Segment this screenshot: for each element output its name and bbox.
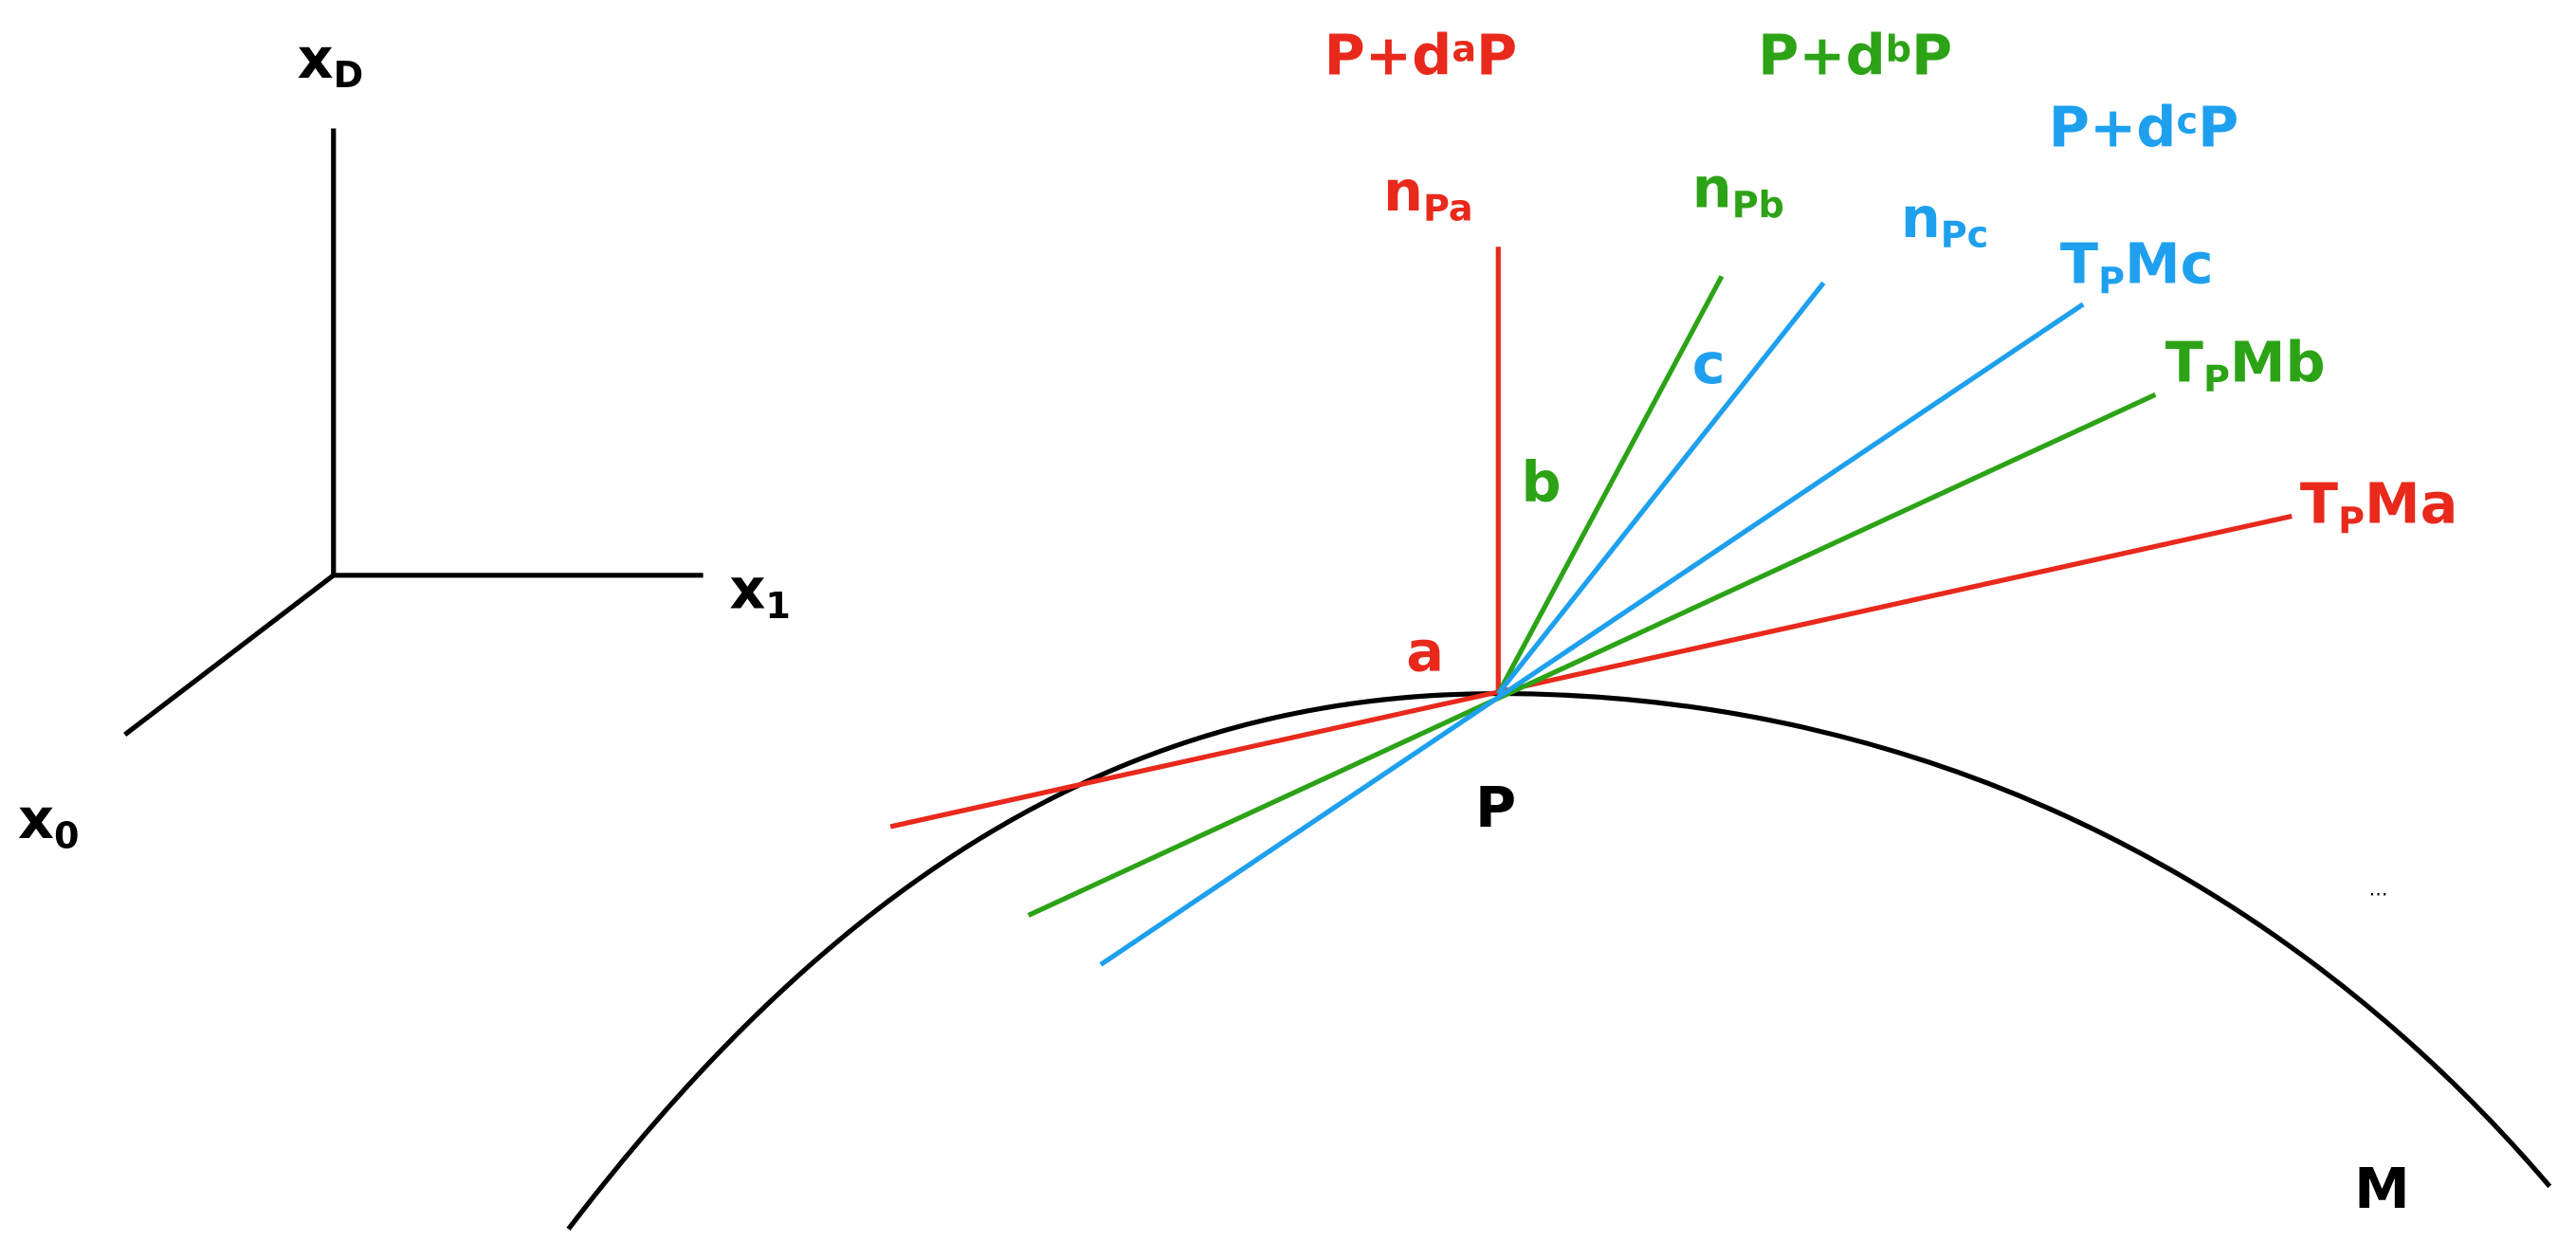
axis-diagonal bbox=[123, 573, 336, 737]
label-sub: D bbox=[334, 54, 364, 96]
angle-label: a bbox=[1406, 618, 1444, 684]
label-base: P+d bbox=[2049, 95, 2177, 160]
label-sub: P bbox=[2098, 260, 2125, 301]
label-sup: a bbox=[1452, 27, 1476, 69]
neighbor-label: P+daP bbox=[1325, 22, 1518, 87]
label-base: x bbox=[298, 26, 334, 91]
ellipsis: ... bbox=[2369, 878, 2388, 901]
normal-arrow bbox=[1496, 281, 1826, 696]
point-label: P bbox=[1475, 775, 1516, 840]
label-base: T bbox=[2165, 329, 2203, 394]
label-sub: 1 bbox=[765, 585, 791, 627]
normal-label: nPb bbox=[1692, 155, 1784, 226]
axis-label: xD bbox=[298, 26, 364, 96]
tangent-line bbox=[889, 513, 2293, 830]
label-base: P+d bbox=[1325, 22, 1452, 87]
label-base: n bbox=[1692, 155, 1732, 221]
tangent-line bbox=[1027, 392, 2157, 918]
label-base: T bbox=[2060, 230, 2098, 296]
label-sub: Pa bbox=[1423, 188, 1473, 229]
label-sub: P bbox=[2203, 358, 2230, 400]
angle-label: c bbox=[1692, 331, 1726, 396]
label-sub: P bbox=[2338, 500, 2365, 541]
angle-label: b bbox=[1522, 449, 1562, 515]
label-sup: c bbox=[2176, 100, 2198, 142]
label-base: Mb bbox=[2230, 329, 2326, 394]
label-base: Mc bbox=[2125, 230, 2214, 296]
tangent-line bbox=[1099, 301, 2085, 967]
tangent-label: TPMa bbox=[2300, 470, 2458, 540]
label-base: P bbox=[1476, 22, 1517, 87]
label-sub: 0 bbox=[54, 814, 80, 856]
label-base: T bbox=[2300, 470, 2338, 536]
label-sub: Pb bbox=[1732, 184, 1784, 226]
label-base: P bbox=[2198, 95, 2238, 160]
label-base: P+d bbox=[1758, 22, 1886, 87]
neighbor-label: P+dcP bbox=[2049, 95, 2238, 160]
label-base: x bbox=[729, 556, 765, 621]
normal-label: nPa bbox=[1383, 158, 1473, 228]
manifold-curve bbox=[566, 690, 2552, 1232]
neighbor-label: P+dbP bbox=[1758, 22, 1952, 87]
manifold-label: M bbox=[2354, 1156, 2410, 1221]
label-base: P bbox=[1911, 22, 1952, 87]
normal-label: nPc bbox=[1901, 185, 1988, 255]
axis-label: x0 bbox=[18, 786, 80, 856]
label-base: n bbox=[1901, 185, 1941, 250]
label-sup: b bbox=[1886, 27, 1911, 69]
axes bbox=[123, 128, 703, 737]
tangent-label: TPMb bbox=[2165, 329, 2326, 399]
label-base: x bbox=[18, 786, 54, 851]
label-sub: Pc bbox=[1941, 213, 1989, 255]
normal-arrow bbox=[1496, 275, 1725, 695]
axis-label: x1 bbox=[729, 556, 791, 626]
tangent-label: TPMc bbox=[2060, 230, 2214, 301]
label-base: n bbox=[1383, 158, 1423, 224]
label-base: Ma bbox=[2365, 470, 2457, 536]
